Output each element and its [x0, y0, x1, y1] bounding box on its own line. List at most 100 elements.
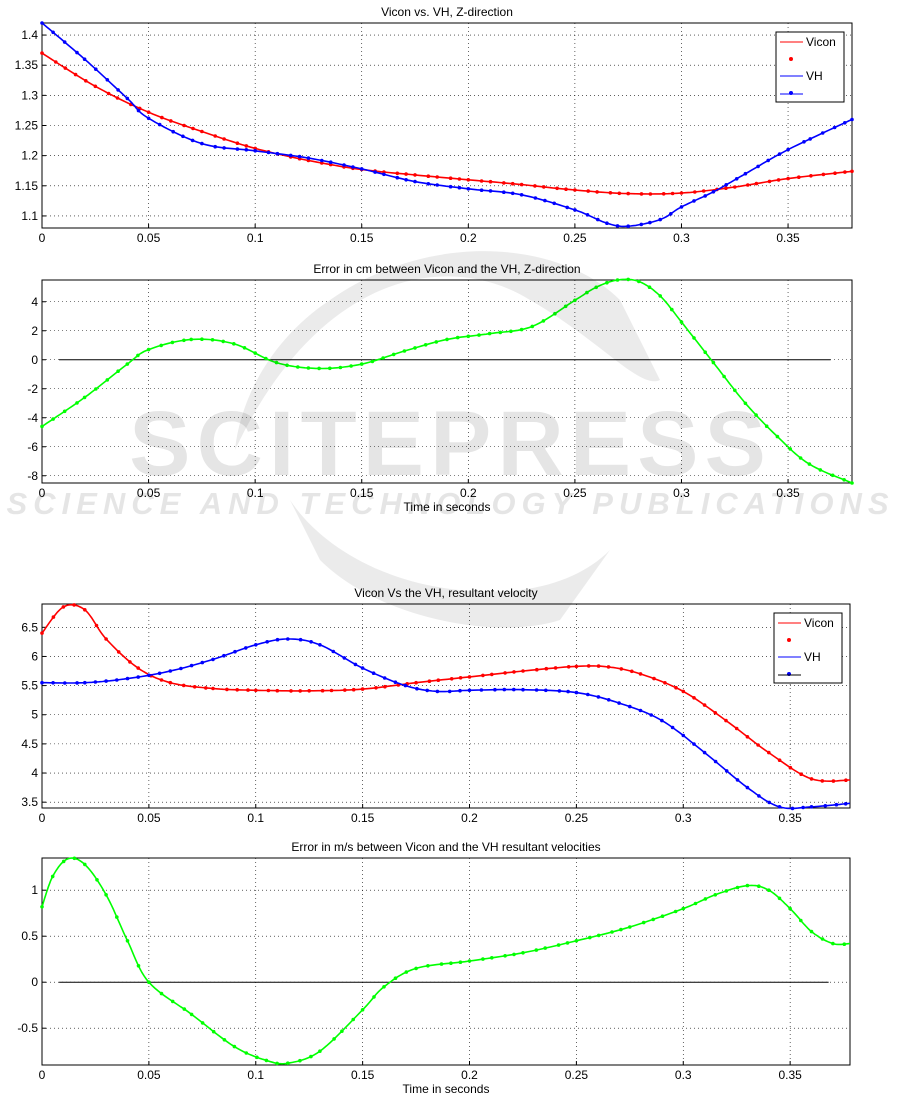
series-marker — [735, 885, 740, 890]
x-tick-label: 0 — [39, 486, 46, 500]
series-marker — [776, 178, 781, 182]
y-tick-label: 0.5 — [21, 929, 38, 943]
series-marker — [296, 365, 300, 369]
series-marker — [626, 191, 630, 196]
series-marker — [617, 701, 621, 705]
series-marker — [413, 173, 417, 177]
series-marker — [82, 57, 87, 61]
series-marker — [488, 179, 493, 184]
series-marker — [660, 914, 665, 918]
x-tick-label: 0.35 — [778, 1068, 802, 1082]
series-marker — [711, 190, 716, 194]
series-marker — [542, 185, 546, 189]
series-vicon — [40, 603, 850, 783]
x-tick-label: 0.35 — [776, 231, 800, 245]
series-vh — [40, 637, 851, 811]
series-marker — [777, 152, 782, 156]
series-marker — [553, 666, 558, 670]
series-marker — [298, 1058, 302, 1063]
y-tick-label: -8 — [27, 469, 38, 483]
series-marker — [510, 181, 515, 186]
legend-label: Vicon — [804, 616, 834, 630]
series-marker — [136, 108, 141, 113]
legend-marker — [787, 638, 791, 642]
series-marker — [211, 686, 215, 691]
series-marker — [775, 434, 780, 439]
series-marker — [735, 778, 740, 782]
series-marker — [373, 170, 377, 174]
series-marker — [426, 182, 431, 186]
series-marker — [125, 96, 130, 101]
series-marker — [413, 179, 417, 184]
series-marker — [757, 884, 761, 888]
series-marker — [402, 349, 407, 353]
series-marker — [94, 387, 98, 391]
series-marker — [353, 662, 358, 667]
series-marker — [850, 481, 854, 485]
series-marker — [297, 154, 302, 159]
series-marker — [318, 1049, 322, 1053]
series-marker — [395, 171, 400, 176]
series-marker — [610, 930, 614, 934]
y-tick-label: 0 — [31, 975, 38, 989]
series-marker — [652, 676, 656, 681]
series-marker — [232, 1044, 237, 1049]
series-marker — [439, 962, 444, 966]
series-marker — [359, 167, 364, 171]
series-marker — [519, 327, 524, 332]
series-marker — [467, 688, 472, 693]
series-marker — [213, 144, 217, 149]
series-marker — [274, 360, 279, 365]
series-marker — [801, 805, 805, 810]
series-marker — [556, 943, 561, 947]
series-marker — [298, 689, 303, 693]
series-marker — [221, 339, 225, 344]
series-marker — [467, 959, 472, 963]
x-axis-label: Time in seconds — [404, 500, 491, 514]
series-marker — [802, 140, 806, 144]
series-marker — [189, 1012, 194, 1017]
x-tick-label: 0.25 — [563, 231, 587, 245]
x-tick-label: 0.35 — [776, 486, 800, 500]
series-marker — [447, 689, 452, 694]
series-marker — [61, 859, 66, 864]
series-marker — [767, 888, 771, 892]
series-marker — [449, 961, 453, 965]
y-tick-label: 6 — [31, 649, 38, 663]
series-marker — [586, 664, 591, 668]
series-marker — [724, 183, 728, 187]
series-marker — [264, 356, 268, 361]
series-marker — [191, 126, 195, 131]
series-marker — [767, 750, 771, 755]
series-marker — [713, 711, 718, 715]
series-marker — [125, 939, 130, 943]
y-tick-label: 1.2 — [21, 149, 38, 163]
series-marker — [767, 800, 771, 805]
series-marker — [306, 156, 311, 160]
series-marker — [116, 650, 121, 654]
series-marker — [360, 666, 365, 670]
series-marker — [596, 933, 601, 938]
series-marker — [563, 304, 568, 309]
series-marker — [404, 178, 408, 182]
series-marker — [573, 188, 577, 192]
series-marker — [449, 677, 454, 681]
series-marker — [605, 280, 609, 285]
series-marker — [213, 134, 217, 138]
series-marker — [403, 683, 408, 688]
series-marker — [502, 687, 507, 692]
series-marker — [244, 1051, 249, 1055]
x-tick-label: 0.15 — [350, 486, 374, 500]
series-marker — [93, 680, 98, 684]
series-marker — [94, 67, 98, 71]
series-marker — [479, 188, 484, 192]
series-marker — [585, 290, 589, 295]
x-tick-label: 0.05 — [137, 811, 161, 825]
chart-3: 0 0.05 0.1 0.15 0.2 0.25 0.3 0.35 3.5 4 4.5 5 5.5 6 6.… — [21, 586, 851, 825]
x-tick-label: 0.2 — [461, 1068, 478, 1082]
series-marker — [275, 151, 280, 156]
x-tick-label: 0.1 — [247, 1068, 264, 1082]
x-tick-label: 0.05 — [137, 486, 161, 500]
series-marker — [445, 337, 449, 342]
series-marker — [713, 759, 718, 764]
